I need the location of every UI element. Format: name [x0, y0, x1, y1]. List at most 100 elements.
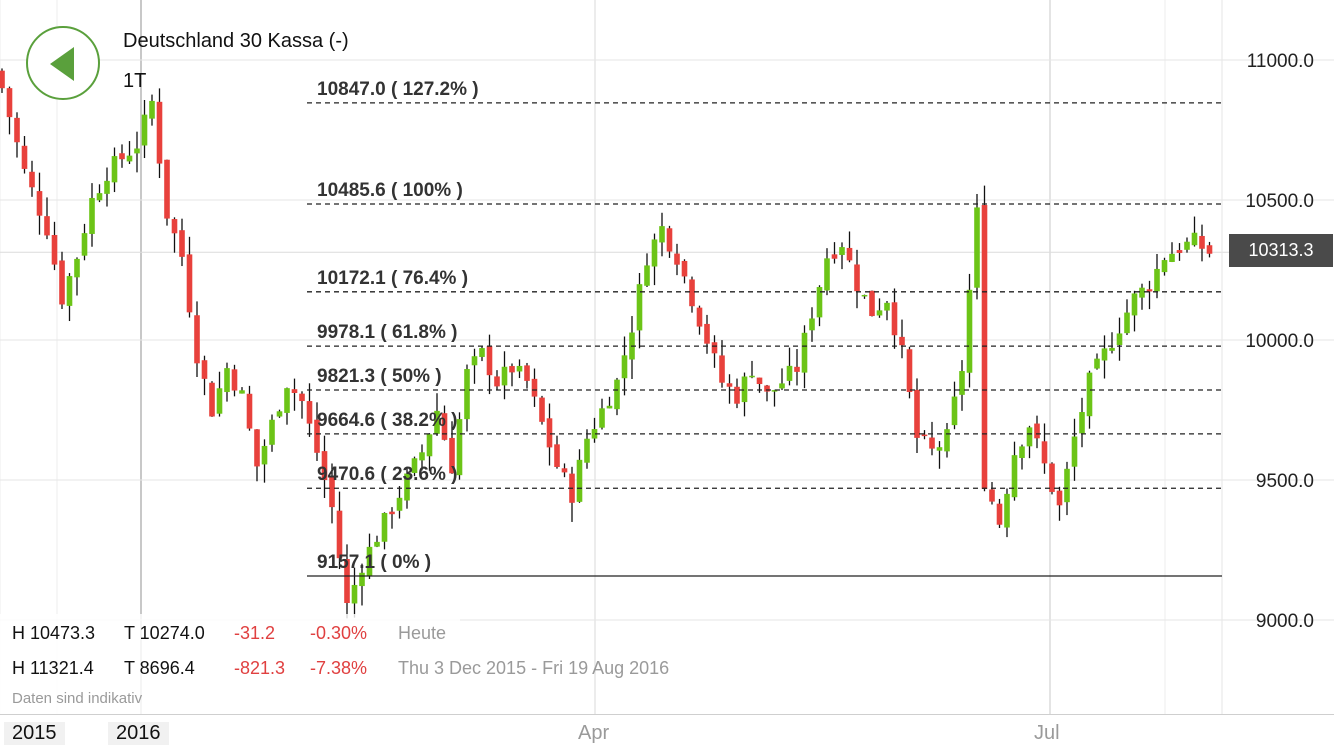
candle-up — [261, 445, 268, 465]
candle-up — [1079, 412, 1085, 434]
candle-down — [336, 510, 343, 559]
candle-up — [1169, 253, 1175, 262]
candle-down — [186, 254, 193, 313]
candle-down — [36, 191, 43, 216]
candle-down — [51, 235, 58, 265]
candle-down — [719, 355, 725, 383]
candle-down — [764, 385, 770, 392]
candle-down — [509, 366, 515, 373]
candle-up — [824, 258, 830, 291]
candle-down — [314, 419, 320, 453]
candle-up — [614, 379, 620, 410]
candle-down — [119, 153, 125, 160]
candle-up — [1124, 312, 1130, 334]
candle-down — [989, 489, 995, 502]
candle-down — [1034, 423, 1040, 439]
candle-up — [1019, 446, 1025, 458]
candle-down — [561, 468, 568, 473]
candle-up — [479, 348, 485, 357]
candle-up — [659, 226, 665, 243]
candle-up — [239, 390, 245, 394]
plot-background — [0, 0, 1334, 714]
candle-down — [344, 559, 350, 604]
candle-up — [876, 310, 883, 316]
candle-down — [1199, 235, 1205, 249]
candle-up — [966, 289, 973, 373]
candle-up — [366, 546, 373, 576]
candle-up — [809, 318, 815, 331]
candle-down — [674, 253, 680, 265]
candle-down — [254, 429, 260, 467]
disclaimer-note: Daten sind indikativ — [12, 690, 143, 707]
candle-up — [974, 207, 980, 288]
candle-up — [1011, 455, 1018, 498]
candle-up — [749, 375, 755, 378]
candle-down — [209, 382, 215, 417]
candle-down — [44, 216, 50, 236]
candle-up — [936, 447, 943, 451]
fib-level-label: 9470.6 ( 23.6% ) — [317, 464, 457, 485]
candle-up — [269, 419, 275, 445]
candle-down — [194, 315, 200, 364]
candle-down — [734, 386, 740, 404]
y-tick-label: 10000.0 — [1245, 331, 1314, 352]
fib-level-label: 9821.3 ( 50% ) — [317, 366, 442, 387]
candle-up — [216, 388, 223, 414]
candle-up — [74, 258, 80, 278]
candle-up — [1131, 293, 1138, 316]
candle-down — [494, 376, 500, 387]
chart-grid — [0, 0, 1334, 714]
back-button[interactable] — [26, 26, 100, 100]
candle-down — [0, 70, 5, 89]
candle-up — [126, 155, 133, 162]
fib-level-label: 9978.1 ( 61.8% ) — [317, 322, 457, 343]
fib-level-label: 10847.0 ( 127.2% ) — [317, 79, 479, 100]
fib-level-label: 10172.1 ( 76.4% ) — [317, 268, 468, 289]
candle-up — [516, 365, 523, 372]
today-change: -31.2 — [234, 623, 276, 643]
x-axis-bar — [0, 714, 1334, 751]
today-change-pct: -0.30% — [310, 623, 368, 643]
y-axis: 9000.0 9500.0 10000.0 10500.0 11000.0 — [1245, 51, 1314, 632]
candle-down — [441, 413, 448, 440]
candle-up — [651, 239, 658, 267]
candle-down — [59, 260, 65, 305]
candle-down — [21, 145, 28, 169]
candle-up — [411, 458, 418, 473]
candle-up — [1154, 268, 1160, 292]
candle-up — [786, 365, 793, 381]
range-high: H 11321.4 — [12, 658, 94, 678]
year-label-2016: 2016 — [108, 722, 169, 745]
candle-down — [29, 171, 35, 188]
candle-down — [831, 254, 838, 259]
candle-up — [644, 265, 650, 286]
candle-down — [914, 389, 920, 438]
period-label[interactable]: 1T — [123, 70, 147, 92]
candle-up — [89, 197, 95, 234]
candle-down — [389, 511, 395, 515]
candle-up — [396, 497, 403, 511]
candle-up — [591, 429, 598, 439]
candle-up — [419, 452, 425, 461]
candle-up — [606, 405, 613, 409]
candle-up — [576, 459, 583, 502]
candle-down — [246, 393, 253, 429]
today-label: Heute — [398, 623, 447, 643]
candle-down — [794, 366, 800, 372]
range-low: T 8696.4 — [124, 658, 195, 678]
candle-up — [1161, 260, 1168, 273]
candle-up — [1004, 493, 1010, 528]
candle-up — [359, 572, 365, 587]
candle-up — [884, 302, 890, 311]
candle-down — [554, 444, 560, 467]
candle-down — [921, 434, 928, 437]
candle-up — [621, 355, 628, 379]
candle-down — [6, 88, 13, 118]
year-label-2015: 2015 — [4, 722, 65, 745]
fibonacci-levels: 10847.0 ( 127.2% ) 10485.6 ( 100% ) 10172.… — [307, 79, 1222, 577]
candle-up — [404, 473, 410, 501]
y-tick-label: 9000.0 — [1256, 611, 1314, 632]
candle-up — [741, 376, 748, 403]
candle-down — [981, 205, 988, 489]
